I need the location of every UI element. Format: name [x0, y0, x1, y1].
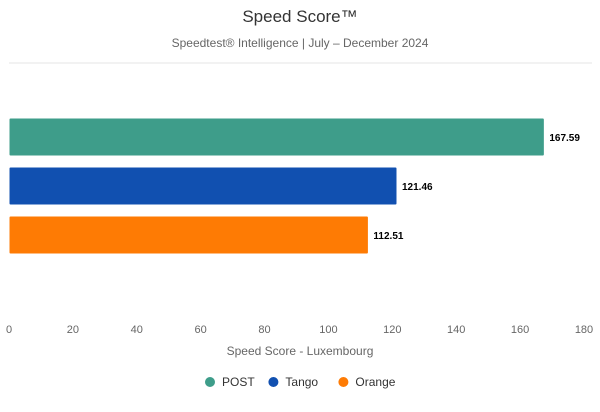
bar-orange	[8, 215, 369, 255]
chart-title: Speed Score™	[242, 7, 357, 26]
bars-layer: 167.59 121.46 112.51	[8, 117, 580, 255]
legend-marker-tango	[268, 377, 279, 387]
legend: POST Tango Orange	[205, 375, 396, 389]
x-tick-label: 180	[575, 324, 593, 336]
x-axis-label: Speed Score - Luxembourg	[227, 344, 374, 358]
bar-value-label-post: 167.59	[549, 133, 580, 144]
x-tick-label: 140	[447, 324, 465, 336]
x-tick-label: 120	[383, 324, 401, 336]
legend-label-tango: Tango	[285, 375, 318, 389]
x-tick-label: 60	[195, 324, 207, 336]
chart-subtitle: Speedtest® Intelligence | July – Decembe…	[172, 36, 429, 50]
bar-value-label-tango: 121.46	[402, 182, 433, 193]
x-axis-ticks: 0 20 40 60 80 100 120 140 160 180	[6, 324, 593, 336]
legend-label-post: POST	[222, 375, 255, 389]
x-tick-label: 100	[319, 324, 337, 336]
x-tick-label: 20	[67, 324, 79, 336]
legend-item-tango: Tango	[268, 375, 318, 389]
bar-tango	[8, 166, 398, 206]
legend-marker-orange	[338, 377, 349, 387]
x-tick-label: 80	[258, 324, 270, 336]
x-tick-label: 40	[131, 324, 143, 336]
legend-item-orange: Orange	[338, 375, 396, 389]
x-tick-label: 0	[6, 324, 12, 336]
bar-post	[8, 117, 545, 157]
legend-item-post: POST	[205, 375, 255, 389]
bar-value-label-orange: 112.51	[373, 231, 403, 242]
x-tick-label: 160	[511, 324, 529, 336]
legend-marker-post	[205, 377, 215, 387]
legend-label-orange: Orange	[355, 375, 395, 389]
